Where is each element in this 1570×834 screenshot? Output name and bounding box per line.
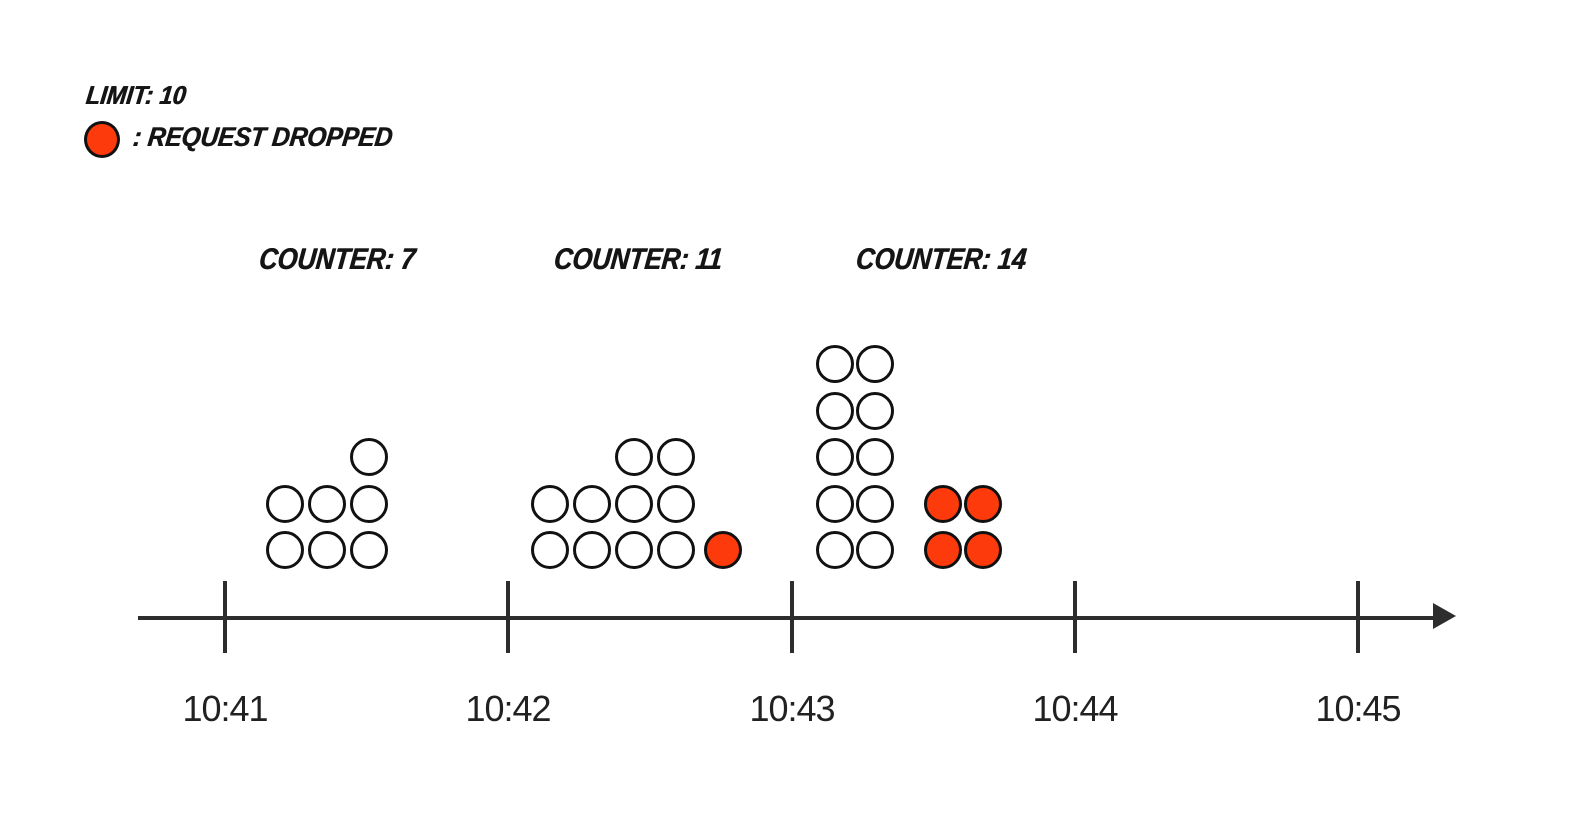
- dropped-request-dot: [963, 531, 1002, 569]
- accepted-request-dot: [350, 438, 388, 476]
- axis-tick-label: 10:42: [465, 688, 551, 729]
- accepted-request-dot: [266, 531, 304, 569]
- counter-label: COUNTER: 14: [854, 243, 1028, 276]
- accepted-request-dot: [657, 438, 695, 476]
- counter-label: COUNTER: 7: [257, 243, 417, 276]
- accepted-request-dot: [855, 345, 894, 383]
- axis-tick: [506, 581, 510, 653]
- accepted-request-dot: [615, 531, 653, 569]
- accepted-request-dot: [266, 484, 304, 523]
- accepted-request-dot: [573, 484, 611, 523]
- axis-tick-label: 10:43: [749, 688, 835, 729]
- accepted-request-dot: [350, 484, 388, 523]
- legend-dropped-label: : REQUEST DROPPED: [131, 122, 395, 152]
- axis-tick: [790, 581, 794, 653]
- dropped-request-dot: [924, 531, 962, 569]
- accepted-request-dot: [657, 531, 695, 569]
- dropped-request-dot: [704, 531, 742, 569]
- dropped-request-icon: [84, 121, 120, 158]
- axis-arrowhead-icon: [1433, 603, 1456, 629]
- accepted-request-dot: [816, 531, 854, 569]
- accepted-request-dot: [350, 531, 388, 569]
- accepted-request-dot: [615, 438, 653, 476]
- accepted-request-dot: [855, 391, 894, 430]
- accepted-request-dot: [531, 484, 569, 523]
- legend-limit-label: LIMIT: 10: [84, 80, 188, 110]
- accepted-request-dot: [855, 531, 894, 569]
- accepted-request-dot: [657, 484, 695, 523]
- axis-tick-label: 10:44: [1032, 688, 1118, 729]
- accepted-request-dot: [573, 531, 611, 569]
- counter-label: COUNTER: 11: [552, 243, 724, 276]
- accepted-request-dot: [816, 345, 854, 383]
- accepted-request-dot: [816, 438, 854, 476]
- axis-tick-label: 10:45: [1315, 688, 1401, 729]
- axis-tick: [223, 581, 227, 653]
- accepted-request-dot: [308, 531, 346, 569]
- dropped-request-dot: [963, 484, 1002, 523]
- accepted-request-dot: [531, 531, 569, 569]
- accepted-request-dot: [855, 484, 894, 523]
- accepted-request-dot: [615, 484, 653, 523]
- axis-tick: [1356, 581, 1360, 653]
- accepted-request-dot: [308, 484, 346, 523]
- accepted-request-dot: [816, 391, 854, 430]
- accepted-request-dot: [816, 484, 854, 523]
- axis-line: [138, 616, 1437, 620]
- axis-tick-label: 10:41: [182, 688, 268, 729]
- dropped-request-dot: [924, 484, 962, 523]
- axis-tick: [1073, 581, 1077, 653]
- accepted-request-dot: [855, 438, 894, 476]
